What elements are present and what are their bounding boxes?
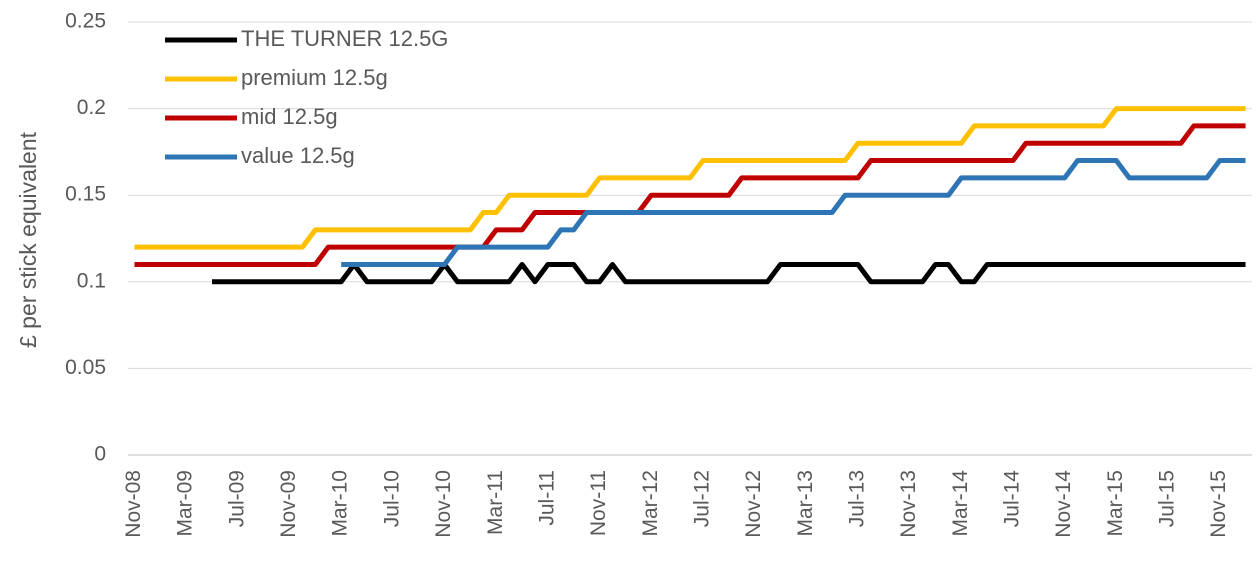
x-tick-label: Nov-12 (742, 470, 765, 538)
x-tick-label: Mar-09 (174, 470, 197, 537)
x-tick-label: Nov-14 (1052, 470, 1075, 538)
y-tick-label: 0.1 (77, 269, 106, 292)
line-series (134, 106, 1246, 250)
y-tick-label: 0.05 (65, 356, 106, 379)
y-axis-label: £ per stick equivalent (15, 131, 41, 348)
x-tick-label: Nov-08 (122, 470, 145, 538)
x-tick-label: Nov-15 (1207, 470, 1230, 538)
x-tick-label: Jul-14 (1001, 470, 1024, 528)
legend-label: mid 12.5g (241, 104, 338, 129)
x-tick-label: Jul-10 (380, 470, 403, 527)
x-tick-label: Mar-14 (949, 470, 972, 537)
x-tick-label: Nov-11 (587, 470, 610, 536)
x-tick-label: Jul-13 (846, 470, 869, 527)
y-tick-label: 0.25 (65, 10, 106, 33)
x-tick-label: Jul-09 (225, 470, 248, 527)
y-tick-label: 0.15 (65, 183, 106, 206)
x-tick-label: Jul-15 (1156, 470, 1179, 527)
legend-label: THE TURNER 12.5G (241, 26, 448, 51)
x-tick-label: Mar-12 (639, 470, 662, 537)
x-tick-label: Nov-10 (432, 470, 455, 538)
y-tick-label: 0.2 (77, 96, 106, 119)
legend-label: value 12.5g (241, 143, 355, 168)
y-tick-label: 0 (94, 443, 106, 466)
line-series (341, 158, 1246, 267)
x-tick-label: Jul-11 (535, 470, 558, 526)
legend-label: premium 12.5g (241, 65, 388, 90)
x-tick-label: Nov-13 (897, 470, 920, 538)
x-tick-label: Mar-15 (1104, 470, 1127, 537)
x-tick-label: Mar-13 (794, 470, 817, 537)
x-tick-label: Nov-09 (277, 470, 300, 538)
line-series (211, 261, 1246, 285)
x-tick-label: Mar-10 (329, 470, 352, 537)
x-tick-label: Jul-12 (690, 470, 713, 527)
x-tick-label: Mar-11 (484, 470, 507, 535)
line-series (134, 123, 1246, 267)
